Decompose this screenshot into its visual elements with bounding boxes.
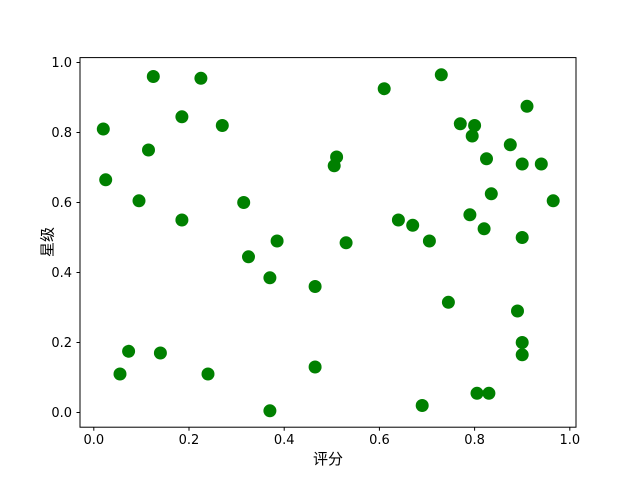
data-point (146, 70, 160, 83)
data-point (534, 157, 548, 171)
y-axis-label: 星级 (38, 226, 57, 258)
data-point (468, 119, 482, 132)
data-point (201, 367, 215, 381)
data-point (339, 236, 353, 250)
x-tick-label: 0.4 (274, 433, 295, 448)
data-point (96, 122, 110, 136)
data-point (482, 386, 496, 400)
data-point (503, 138, 517, 152)
data-point (122, 344, 136, 358)
y-tick-label: 1.0 (51, 56, 72, 71)
data-point (132, 194, 146, 208)
data-point (215, 119, 229, 132)
plot-frame (79, 57, 577, 428)
x-tick-label: 1.0 (559, 433, 580, 448)
data-point (463, 208, 477, 222)
y-tick-label: 0.6 (51, 196, 72, 211)
data-point (237, 196, 251, 209)
data-point (515, 231, 529, 244)
y-tick-label: 0.4 (51, 266, 72, 281)
data-point (546, 194, 560, 208)
data-point (520, 99, 534, 113)
x-axis-label: 评分 (312, 450, 343, 468)
data-point (434, 68, 448, 82)
data-point (515, 348, 529, 362)
y-tick-label: 0.8 (51, 126, 72, 141)
y-tick-label: 0.0 (51, 406, 72, 421)
y-tick-label: 0.2 (51, 336, 72, 351)
data-point (515, 336, 529, 349)
data-point (480, 152, 493, 166)
data-point (477, 222, 491, 236)
data-point (453, 117, 467, 131)
data-point (194, 71, 208, 85)
data-point (308, 360, 322, 374)
data-point (153, 346, 167, 360)
x-tick-label: 0.0 (83, 433, 104, 448)
data-point (175, 213, 189, 227)
data-point (270, 234, 284, 248)
data-point (175, 110, 189, 124)
data-point (465, 129, 479, 143)
data-point (263, 271, 277, 285)
x-tick-label: 0.8 (464, 433, 485, 448)
data-point (263, 404, 277, 418)
data-point (113, 367, 127, 381)
data-point (415, 399, 429, 412)
data-point (391, 213, 405, 227)
data-point (484, 187, 498, 201)
x-tick-label: 0.6 (369, 433, 390, 448)
data-point (515, 157, 529, 171)
data-point (242, 250, 255, 264)
x-tick-label: 0.2 (179, 433, 200, 448)
data-point (441, 295, 455, 309)
data-point (422, 234, 436, 248)
data-point (142, 143, 155, 157)
data-point (406, 218, 420, 232)
data-point (99, 173, 113, 187)
data-point (377, 82, 391, 96)
data-point (327, 159, 341, 173)
data-point (511, 304, 524, 318)
data-point (470, 386, 484, 400)
data-point (308, 280, 322, 293)
